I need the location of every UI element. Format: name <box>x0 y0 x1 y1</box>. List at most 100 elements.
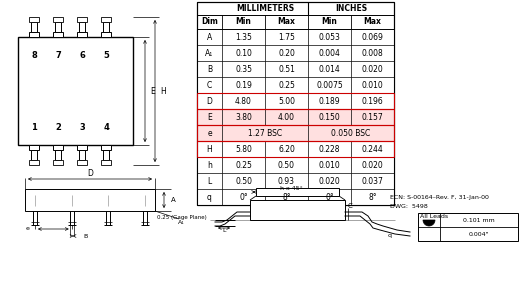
Text: e: e <box>207 129 212 137</box>
Text: 0.010: 0.010 <box>319 161 340 169</box>
Bar <box>197 61 394 77</box>
Bar <box>77 160 87 165</box>
Bar <box>197 157 394 173</box>
Text: q: q <box>207 193 212 202</box>
Text: 7: 7 <box>55 50 61 59</box>
Text: 0.189: 0.189 <box>319 96 340 105</box>
Text: 0.0075: 0.0075 <box>316 81 343 89</box>
Text: 0.25: 0.25 <box>235 161 252 169</box>
Text: L: L <box>222 229 226 234</box>
Text: 0.228: 0.228 <box>319 144 340 154</box>
Text: B: B <box>207 64 212 74</box>
Text: 0.20: 0.20 <box>278 49 295 57</box>
Bar <box>29 17 39 22</box>
Text: 0°: 0° <box>325 193 334 202</box>
Bar <box>25 189 155 211</box>
Text: 0.008: 0.008 <box>361 49 383 57</box>
Bar <box>55 150 61 160</box>
Text: Min: Min <box>235 18 251 26</box>
Bar <box>256 188 339 196</box>
Bar <box>53 145 63 150</box>
Text: q: q <box>388 233 392 238</box>
Bar <box>53 160 63 165</box>
Wedge shape <box>423 220 435 226</box>
Text: 0.020: 0.020 <box>319 176 340 185</box>
Text: 3.80: 3.80 <box>235 113 252 122</box>
Text: 8: 8 <box>31 50 37 59</box>
Bar <box>53 32 63 37</box>
Text: A: A <box>207 33 212 42</box>
Bar <box>197 109 394 125</box>
Bar <box>197 45 394 61</box>
Text: A₁: A₁ <box>206 49 214 57</box>
Text: 0.196: 0.196 <box>361 96 383 105</box>
Bar <box>101 160 111 165</box>
Text: 0.150: 0.150 <box>319 113 340 122</box>
Text: 5: 5 <box>103 50 109 59</box>
Text: 1: 1 <box>31 122 37 132</box>
Bar <box>197 2 394 205</box>
Text: 0.50: 0.50 <box>235 176 252 185</box>
Text: 1.75: 1.75 <box>278 33 295 42</box>
Bar <box>77 17 87 22</box>
Text: D: D <box>207 96 213 105</box>
Text: 6.20: 6.20 <box>278 144 295 154</box>
Text: Dim: Dim <box>201 18 218 26</box>
Text: 0.157: 0.157 <box>361 113 383 122</box>
Text: A: A <box>171 197 175 203</box>
Text: Min: Min <box>322 18 338 26</box>
Text: 8°: 8° <box>282 193 291 202</box>
Text: 0.101 mm: 0.101 mm <box>463 217 495 222</box>
Bar <box>31 150 37 160</box>
Bar <box>101 145 111 150</box>
Bar <box>250 200 345 220</box>
Text: 5.80: 5.80 <box>235 144 252 154</box>
Text: 8°: 8° <box>368 193 377 202</box>
Bar <box>77 145 87 150</box>
Bar <box>197 77 394 93</box>
Text: 0.050 BSC: 0.050 BSC <box>331 129 370 137</box>
Text: h x 45°: h x 45° <box>280 187 303 192</box>
Text: 0.25 (Gage Plane): 0.25 (Gage Plane) <box>157 215 207 221</box>
Text: e: e <box>25 226 29 231</box>
Text: E: E <box>151 86 155 96</box>
Text: INCHES: INCHES <box>335 4 367 13</box>
Text: E: E <box>207 113 212 122</box>
Text: 0.004": 0.004" <box>469 231 489 236</box>
Text: Max: Max <box>364 18 382 26</box>
Text: L: L <box>207 176 211 185</box>
Bar <box>418 213 518 241</box>
Text: 0.014: 0.014 <box>319 64 340 74</box>
Text: 6: 6 <box>79 50 85 59</box>
Text: 1.35: 1.35 <box>235 33 252 42</box>
Text: 4: 4 <box>103 122 109 132</box>
Bar <box>29 160 39 165</box>
Text: 0.010: 0.010 <box>361 81 383 89</box>
Text: 4.00: 4.00 <box>278 113 295 122</box>
Text: 5.00: 5.00 <box>278 96 295 105</box>
Bar <box>77 32 87 37</box>
Text: 2: 2 <box>55 122 61 132</box>
Text: C: C <box>348 203 352 209</box>
Text: All Leads: All Leads <box>420 214 448 219</box>
Text: D: D <box>87 168 93 178</box>
Text: 0.25: 0.25 <box>278 81 295 89</box>
Bar <box>29 145 39 150</box>
Text: 0.053: 0.053 <box>319 33 340 42</box>
Text: 0°: 0° <box>239 193 248 202</box>
Text: 0.020: 0.020 <box>361 64 383 74</box>
Text: 0.004: 0.004 <box>319 49 340 57</box>
Text: 0.10: 0.10 <box>235 49 252 57</box>
Text: 0.51: 0.51 <box>278 64 295 74</box>
Bar <box>31 22 37 32</box>
Bar <box>101 32 111 37</box>
Bar <box>79 22 85 32</box>
Text: B: B <box>84 234 88 239</box>
Text: H: H <box>160 86 166 96</box>
Text: 0.93: 0.93 <box>278 176 295 185</box>
Text: ECN: S-00164–Rev. F, 31-Jan-00: ECN: S-00164–Rev. F, 31-Jan-00 <box>390 195 489 200</box>
Bar <box>197 173 394 189</box>
Text: C: C <box>207 81 212 89</box>
Text: A₁: A₁ <box>178 219 184 224</box>
Text: 3: 3 <box>79 122 85 132</box>
